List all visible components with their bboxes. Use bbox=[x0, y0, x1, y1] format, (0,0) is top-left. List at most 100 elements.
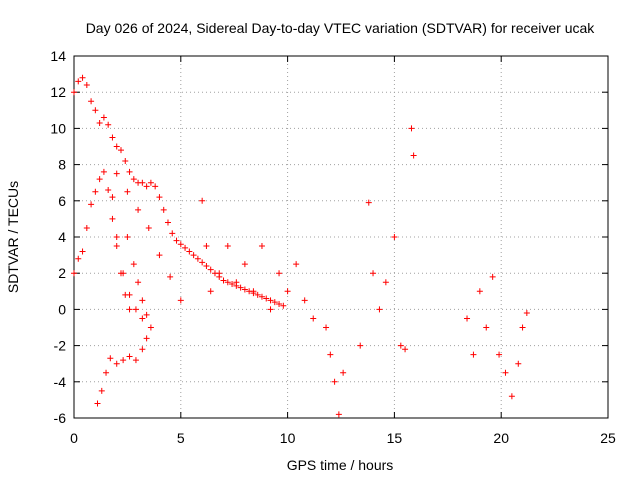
y-axis-label: SDTVAR / TECUs bbox=[5, 181, 21, 293]
data-point bbox=[250, 288, 257, 295]
data-point bbox=[130, 261, 137, 268]
data-point bbox=[120, 270, 127, 277]
data-point bbox=[489, 273, 496, 280]
data-point bbox=[370, 270, 377, 277]
data-point bbox=[167, 273, 174, 280]
data-point bbox=[271, 299, 278, 306]
data-point bbox=[464, 315, 471, 322]
data-point bbox=[156, 252, 163, 259]
chart-title: Day 026 of 2024, Sidereal Day-to-day VTE… bbox=[86, 20, 596, 36]
data-point bbox=[199, 197, 206, 204]
data-point bbox=[113, 143, 120, 150]
x-axis-label: GPS time / hours bbox=[287, 457, 394, 473]
x-tick-label: 0 bbox=[70, 430, 78, 446]
y-tick-label: 6 bbox=[58, 193, 66, 209]
data-point bbox=[145, 224, 152, 231]
data-point bbox=[190, 252, 197, 259]
data-point bbox=[96, 176, 103, 183]
data-point bbox=[258, 293, 265, 300]
series-falling-descent-2 bbox=[109, 194, 146, 322]
data-point bbox=[113, 234, 120, 240]
data-point bbox=[241, 286, 248, 293]
data-point bbox=[267, 297, 274, 304]
data-point bbox=[496, 351, 503, 358]
data-point bbox=[135, 279, 142, 286]
data-point bbox=[139, 346, 146, 353]
series-falling-descent-3 bbox=[124, 234, 150, 318]
x-tick-label: 20 bbox=[493, 430, 509, 446]
data-point bbox=[220, 277, 227, 284]
data-point bbox=[483, 324, 490, 331]
data-point bbox=[126, 291, 133, 298]
data-point bbox=[323, 324, 330, 331]
data-point bbox=[135, 206, 142, 213]
data-point bbox=[130, 176, 137, 183]
data-point bbox=[92, 107, 99, 114]
x-tick-label: 25 bbox=[600, 430, 616, 446]
data-point bbox=[335, 411, 342, 418]
y-tick-label: 14 bbox=[50, 48, 66, 64]
data-point bbox=[254, 291, 261, 298]
data-point bbox=[476, 288, 483, 295]
data-point bbox=[122, 157, 129, 164]
data-point bbox=[224, 279, 231, 286]
data-point bbox=[203, 262, 210, 269]
data-point bbox=[365, 199, 372, 206]
data-point bbox=[147, 179, 154, 186]
data-point bbox=[75, 255, 82, 262]
data-point bbox=[177, 241, 184, 248]
data-point bbox=[88, 201, 95, 208]
data-point bbox=[100, 114, 107, 121]
data-point bbox=[98, 387, 105, 394]
data-point bbox=[293, 261, 300, 268]
data-point bbox=[207, 266, 214, 273]
data-point bbox=[113, 360, 120, 367]
data-point bbox=[519, 324, 526, 331]
data-point bbox=[117, 147, 124, 154]
data-point bbox=[327, 351, 334, 358]
grid-lines bbox=[74, 56, 608, 418]
data-point bbox=[143, 183, 150, 190]
data-point bbox=[132, 306, 139, 313]
data-point bbox=[156, 194, 163, 201]
data-point bbox=[502, 369, 509, 376]
data-point bbox=[173, 237, 180, 244]
data-point bbox=[105, 121, 112, 128]
data-point bbox=[357, 342, 364, 349]
data-point bbox=[331, 378, 338, 385]
data-point bbox=[75, 78, 82, 85]
data-point bbox=[113, 243, 120, 250]
data-point bbox=[186, 248, 193, 255]
data-point bbox=[310, 315, 317, 322]
data-point bbox=[79, 74, 86, 81]
data-point bbox=[284, 288, 291, 295]
data-point bbox=[126, 353, 133, 360]
data-point bbox=[194, 255, 201, 262]
x-tick-label: 10 bbox=[280, 430, 296, 446]
y-tick-label: 4 bbox=[58, 229, 66, 245]
data-point bbox=[103, 369, 110, 376]
data-point bbox=[410, 152, 417, 159]
data-point bbox=[508, 393, 515, 400]
data-point bbox=[199, 259, 206, 266]
series-low-track bbox=[94, 324, 154, 407]
series-falling-descent-1 bbox=[113, 170, 184, 304]
data-points bbox=[71, 74, 530, 418]
x-tick-label: 15 bbox=[387, 430, 403, 446]
data-point bbox=[83, 224, 90, 231]
data-point bbox=[515, 360, 522, 367]
data-point bbox=[83, 81, 90, 88]
data-point bbox=[94, 400, 101, 407]
data-point bbox=[340, 369, 347, 376]
data-point bbox=[126, 168, 133, 175]
data-point bbox=[71, 270, 77, 277]
data-point bbox=[276, 270, 283, 277]
data-point bbox=[92, 188, 99, 195]
data-point bbox=[124, 234, 131, 240]
data-point bbox=[105, 186, 112, 193]
data-point bbox=[88, 98, 95, 105]
data-point bbox=[397, 342, 404, 349]
data-point bbox=[276, 300, 283, 307]
